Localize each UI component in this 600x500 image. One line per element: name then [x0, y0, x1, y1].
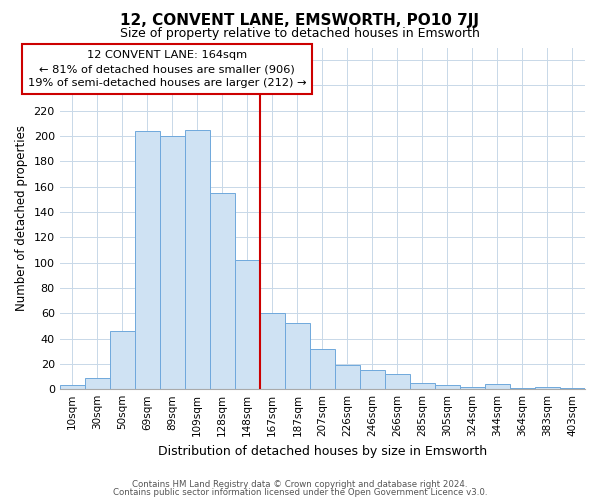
Bar	[85, 378, 110, 389]
Text: Contains HM Land Registry data © Crown copyright and database right 2024.: Contains HM Land Registry data © Crown c…	[132, 480, 468, 489]
Bar	[260, 314, 285, 389]
Bar	[210, 193, 235, 389]
Bar	[335, 365, 360, 389]
Bar	[560, 388, 585, 389]
Bar	[410, 383, 435, 389]
Bar	[385, 374, 410, 389]
Bar	[235, 260, 260, 389]
Bar	[135, 131, 160, 389]
Bar	[160, 136, 185, 389]
Bar	[435, 386, 460, 389]
Text: 12, CONVENT LANE, EMSWORTH, PO10 7JJ: 12, CONVENT LANE, EMSWORTH, PO10 7JJ	[121, 12, 479, 28]
Bar	[485, 384, 510, 389]
Text: 12 CONVENT LANE: 164sqm
← 81% of detached houses are smaller (906)
19% of semi-d: 12 CONVENT LANE: 164sqm ← 81% of detache…	[28, 50, 307, 88]
Text: Size of property relative to detached houses in Emsworth: Size of property relative to detached ho…	[120, 28, 480, 40]
Text: Contains public sector information licensed under the Open Government Licence v3: Contains public sector information licen…	[113, 488, 487, 497]
Y-axis label: Number of detached properties: Number of detached properties	[15, 126, 28, 312]
Bar	[185, 130, 210, 389]
X-axis label: Distribution of detached houses by size in Emsworth: Distribution of detached houses by size …	[158, 444, 487, 458]
Bar	[360, 370, 385, 389]
Bar	[285, 324, 310, 389]
Bar	[59, 386, 85, 389]
Bar	[535, 386, 560, 389]
Bar	[510, 388, 535, 389]
Bar	[110, 331, 135, 389]
Bar	[460, 386, 485, 389]
Bar	[310, 348, 335, 389]
